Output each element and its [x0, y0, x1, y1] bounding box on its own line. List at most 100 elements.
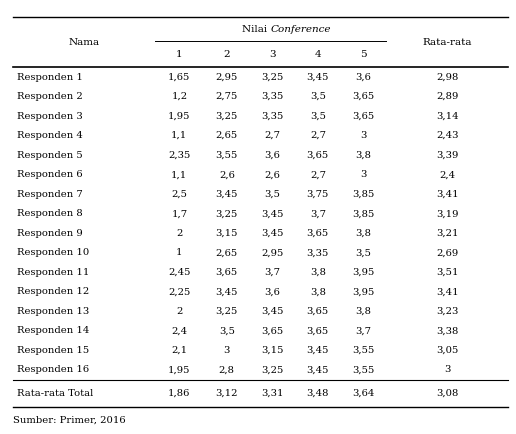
- Text: 3: 3: [444, 365, 450, 375]
- Text: Responden 16: Responden 16: [17, 365, 89, 375]
- Text: 3,55: 3,55: [352, 346, 375, 355]
- Text: 2,5: 2,5: [171, 190, 187, 199]
- Text: Responden 10: Responden 10: [17, 248, 89, 257]
- Text: 3,45: 3,45: [261, 229, 284, 238]
- Text: 2,89: 2,89: [436, 92, 458, 101]
- Text: 2,75: 2,75: [216, 92, 238, 101]
- Text: 3,15: 3,15: [261, 346, 284, 355]
- Text: 1,95: 1,95: [168, 365, 190, 375]
- Text: 3,8: 3,8: [355, 151, 372, 160]
- Text: 3,55: 3,55: [216, 151, 238, 160]
- Text: 3,14: 3,14: [436, 112, 458, 121]
- Text: 1,1: 1,1: [171, 131, 187, 140]
- Text: 2,4: 2,4: [171, 326, 187, 335]
- Text: Rata-rata: Rata-rata: [423, 38, 472, 47]
- Text: 2,7: 2,7: [310, 170, 326, 179]
- Text: 2,95: 2,95: [261, 248, 284, 257]
- Text: Responden 3: Responden 3: [17, 112, 83, 121]
- Text: 3,64: 3,64: [352, 389, 375, 398]
- Text: 2,7: 2,7: [264, 131, 281, 140]
- Text: 2: 2: [223, 50, 230, 59]
- Text: 3,45: 3,45: [307, 365, 329, 375]
- Text: Sumber: Primer, 2016: Sumber: Primer, 2016: [13, 415, 125, 424]
- Text: Responden 2: Responden 2: [17, 92, 83, 101]
- Text: Nama: Nama: [68, 38, 100, 47]
- Text: 3,39: 3,39: [436, 151, 458, 160]
- Text: 3,51: 3,51: [436, 268, 458, 277]
- Text: 3,8: 3,8: [355, 307, 372, 316]
- Text: 3,85: 3,85: [352, 190, 375, 199]
- Text: 2,69: 2,69: [436, 248, 458, 257]
- Text: Responden 4: Responden 4: [17, 131, 83, 140]
- Text: 3: 3: [360, 131, 366, 140]
- Text: 3,45: 3,45: [216, 190, 238, 199]
- Text: 3,95: 3,95: [352, 287, 375, 296]
- Text: 3,6: 3,6: [356, 72, 371, 82]
- Text: 2,45: 2,45: [168, 268, 190, 277]
- Text: 1: 1: [176, 50, 183, 59]
- Text: 3,45: 3,45: [261, 209, 284, 218]
- Text: 3,65: 3,65: [307, 307, 329, 316]
- Text: 3: 3: [223, 346, 230, 355]
- Text: 2,65: 2,65: [216, 131, 238, 140]
- Text: 3,7: 3,7: [355, 326, 372, 335]
- Text: 2,95: 2,95: [216, 72, 238, 82]
- Text: 3,6: 3,6: [265, 151, 280, 160]
- Text: 3,23: 3,23: [436, 307, 458, 316]
- Text: 4: 4: [315, 50, 321, 59]
- Text: Rata-rata Total: Rata-rata Total: [17, 389, 93, 398]
- Text: 3,31: 3,31: [261, 389, 284, 398]
- Text: 3,65: 3,65: [352, 112, 375, 121]
- Text: 3,8: 3,8: [355, 229, 372, 238]
- Text: 2,43: 2,43: [436, 131, 458, 140]
- Text: Responden 13: Responden 13: [17, 307, 89, 316]
- Text: 2,35: 2,35: [168, 151, 190, 160]
- Text: 3,8: 3,8: [310, 287, 326, 296]
- Text: 3,55: 3,55: [352, 365, 375, 375]
- Text: 1: 1: [176, 248, 183, 257]
- Text: 1,65: 1,65: [168, 72, 190, 82]
- Text: 3,15: 3,15: [216, 229, 238, 238]
- Text: 3,45: 3,45: [307, 346, 329, 355]
- Text: Nilai: Nilai: [242, 25, 270, 34]
- Text: 3,65: 3,65: [307, 326, 329, 335]
- Text: 3,5: 3,5: [310, 112, 326, 121]
- Text: 3,6: 3,6: [265, 287, 280, 296]
- Text: 3,25: 3,25: [216, 307, 238, 316]
- Text: 1,2: 1,2: [171, 92, 187, 101]
- Text: 3,41: 3,41: [436, 190, 458, 199]
- Text: Responden 14: Responden 14: [17, 326, 89, 335]
- Text: 3,5: 3,5: [219, 326, 235, 335]
- Text: 3,45: 3,45: [307, 72, 329, 82]
- Text: 2,25: 2,25: [168, 287, 190, 296]
- Text: 3,35: 3,35: [307, 248, 329, 257]
- Text: 3,65: 3,65: [352, 92, 375, 101]
- Text: 2,98: 2,98: [436, 72, 458, 82]
- Text: 3,08: 3,08: [436, 389, 458, 398]
- Text: 2,6: 2,6: [219, 170, 235, 179]
- Text: 3,65: 3,65: [216, 268, 238, 277]
- Text: 3,38: 3,38: [436, 326, 458, 335]
- Text: 3,25: 3,25: [216, 112, 238, 121]
- Text: 3,25: 3,25: [261, 72, 284, 82]
- Text: 3: 3: [269, 50, 276, 59]
- Text: 2: 2: [176, 307, 183, 316]
- Text: Responden 9: Responden 9: [17, 229, 83, 238]
- Text: 3,41: 3,41: [436, 287, 458, 296]
- Text: 3,7: 3,7: [310, 209, 326, 218]
- Text: 3,65: 3,65: [307, 229, 329, 238]
- Text: Responden 5: Responden 5: [17, 151, 83, 160]
- Text: Responden 15: Responden 15: [17, 346, 89, 355]
- Text: 2: 2: [176, 229, 183, 238]
- Text: Responden 12: Responden 12: [17, 287, 89, 296]
- Text: 2,65: 2,65: [216, 248, 238, 257]
- Text: 3,5: 3,5: [264, 190, 281, 199]
- Text: Responden 7: Responden 7: [17, 190, 83, 199]
- Text: Responden 8: Responden 8: [17, 209, 83, 218]
- Text: 2,4: 2,4: [439, 170, 455, 179]
- Text: Responden 1: Responden 1: [17, 72, 83, 82]
- Text: 3,12: 3,12: [216, 389, 238, 398]
- Text: 3,8: 3,8: [310, 268, 326, 277]
- Text: 1,7: 1,7: [171, 209, 187, 218]
- Text: 3,85: 3,85: [352, 209, 375, 218]
